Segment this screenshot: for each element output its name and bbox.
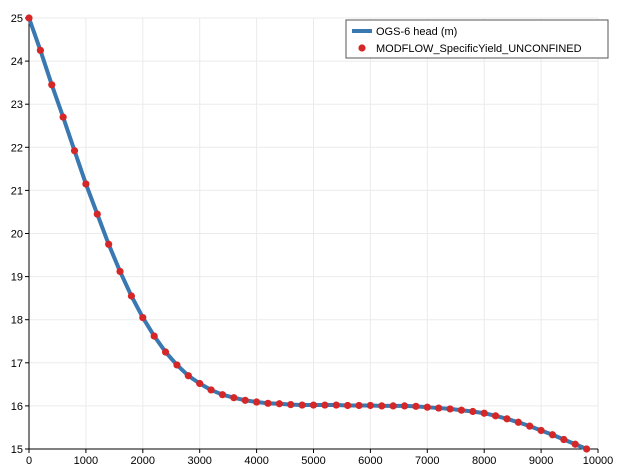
legend-label-ogs6-head: OGS-6 head (m) [376,26,457,38]
x-tick-label: 2000 [131,455,155,467]
y-tick-label: 22 [11,142,23,154]
data-point-modflow [514,418,522,426]
x-tick-label: 3000 [187,455,211,467]
x-tick-label: 6000 [358,455,382,467]
data-point-modflow [480,409,488,417]
series-layer [25,14,591,453]
data-point-modflow [298,401,306,409]
y-tick-label: 23 [11,99,23,111]
data-point-modflow [344,401,352,410]
x-tick-label: 1000 [74,455,98,467]
data-point-modflow [207,386,215,394]
data-point-modflow [457,406,466,414]
data-point-modflow [59,113,67,121]
data-point-modflow [253,398,261,406]
data-point-modflow [378,402,386,410]
x-tick-label: 0 [26,455,32,467]
data-point-modflow [82,180,90,188]
data-point-modflow [241,396,249,404]
y-tick-label: 17 [11,358,23,370]
data-point-modflow [366,401,374,410]
y-tick-label: 21 [11,185,23,197]
data-point-modflow [116,267,124,276]
data-point-modflow [571,440,579,448]
data-point-modflow [184,372,192,380]
data-point-modflow [435,404,443,412]
data-point-modflow [503,415,511,423]
data-point-modflow [321,401,329,409]
data-point-modflow [583,445,591,453]
data-point-modflow [48,81,56,89]
data-point-modflow [355,401,363,410]
x-axis-ticks: 0 1000 2000 3000 4000 5000 6000 7000 8000 9000 100… [26,449,613,467]
data-point-modflow [526,422,534,430]
data-point-modflow [264,399,272,407]
data-point-modflow [332,401,340,409]
x-tick-label: 5000 [301,455,325,467]
data-point-modflow [150,332,158,340]
data-point-modflow [93,210,101,218]
data-point-modflow [389,402,397,410]
data-point-modflow [139,313,147,322]
data-point-modflow [548,431,557,439]
x-tick-label: 9000 [529,455,553,467]
y-tick-label: 15 [11,444,23,456]
legend: OGS-6 head (m) MODFLOW_SpecificYield_UNCO… [345,19,609,59]
legend-marker-swatch [358,44,366,52]
x-tick-label: 7000 [415,455,439,467]
data-point-modflow [36,46,44,54]
data-point-modflow [560,435,568,444]
legend-box [345,19,609,59]
data-point-modflow [25,14,33,22]
x-tick-label: 10000 [583,455,614,467]
data-point-modflow [491,412,500,420]
data-point-modflow [412,402,420,410]
y-tick-label: 19 [11,272,23,284]
data-point-modflow [70,147,79,155]
x-tick-label: 8000 [472,455,496,467]
data-point-modflow [537,426,545,435]
data-point-modflow [161,348,170,356]
data-point-modflow [230,394,238,402]
data-point-modflow [446,405,454,413]
y-tick-label: 18 [11,315,23,327]
data-point-modflow [423,403,431,411]
data-point-modflow [309,401,318,409]
y-tick-label: 24 [11,56,23,68]
y-tick-label: 20 [11,229,23,241]
y-axis-ticks: 15 16 17 18 19 20 21 22 23 24 25 [11,13,29,456]
y-tick-label: 25 [11,13,23,25]
data-point-modflow [275,400,283,408]
data-point-modflow [127,292,136,300]
x-tick-label: 4000 [244,455,268,467]
data-point-modflow [400,402,409,410]
data-point-modflow [218,391,227,399]
data-point-modflow [287,401,295,409]
legend-label-modflow: MODFLOW_SpecificYield_UNCONFINED [376,43,582,55]
data-point-modflow [173,361,181,369]
data-point-modflow [196,379,204,388]
data-point-modflow [105,240,113,248]
data-point-modflow [469,407,477,416]
y-tick-label: 16 [11,401,23,413]
